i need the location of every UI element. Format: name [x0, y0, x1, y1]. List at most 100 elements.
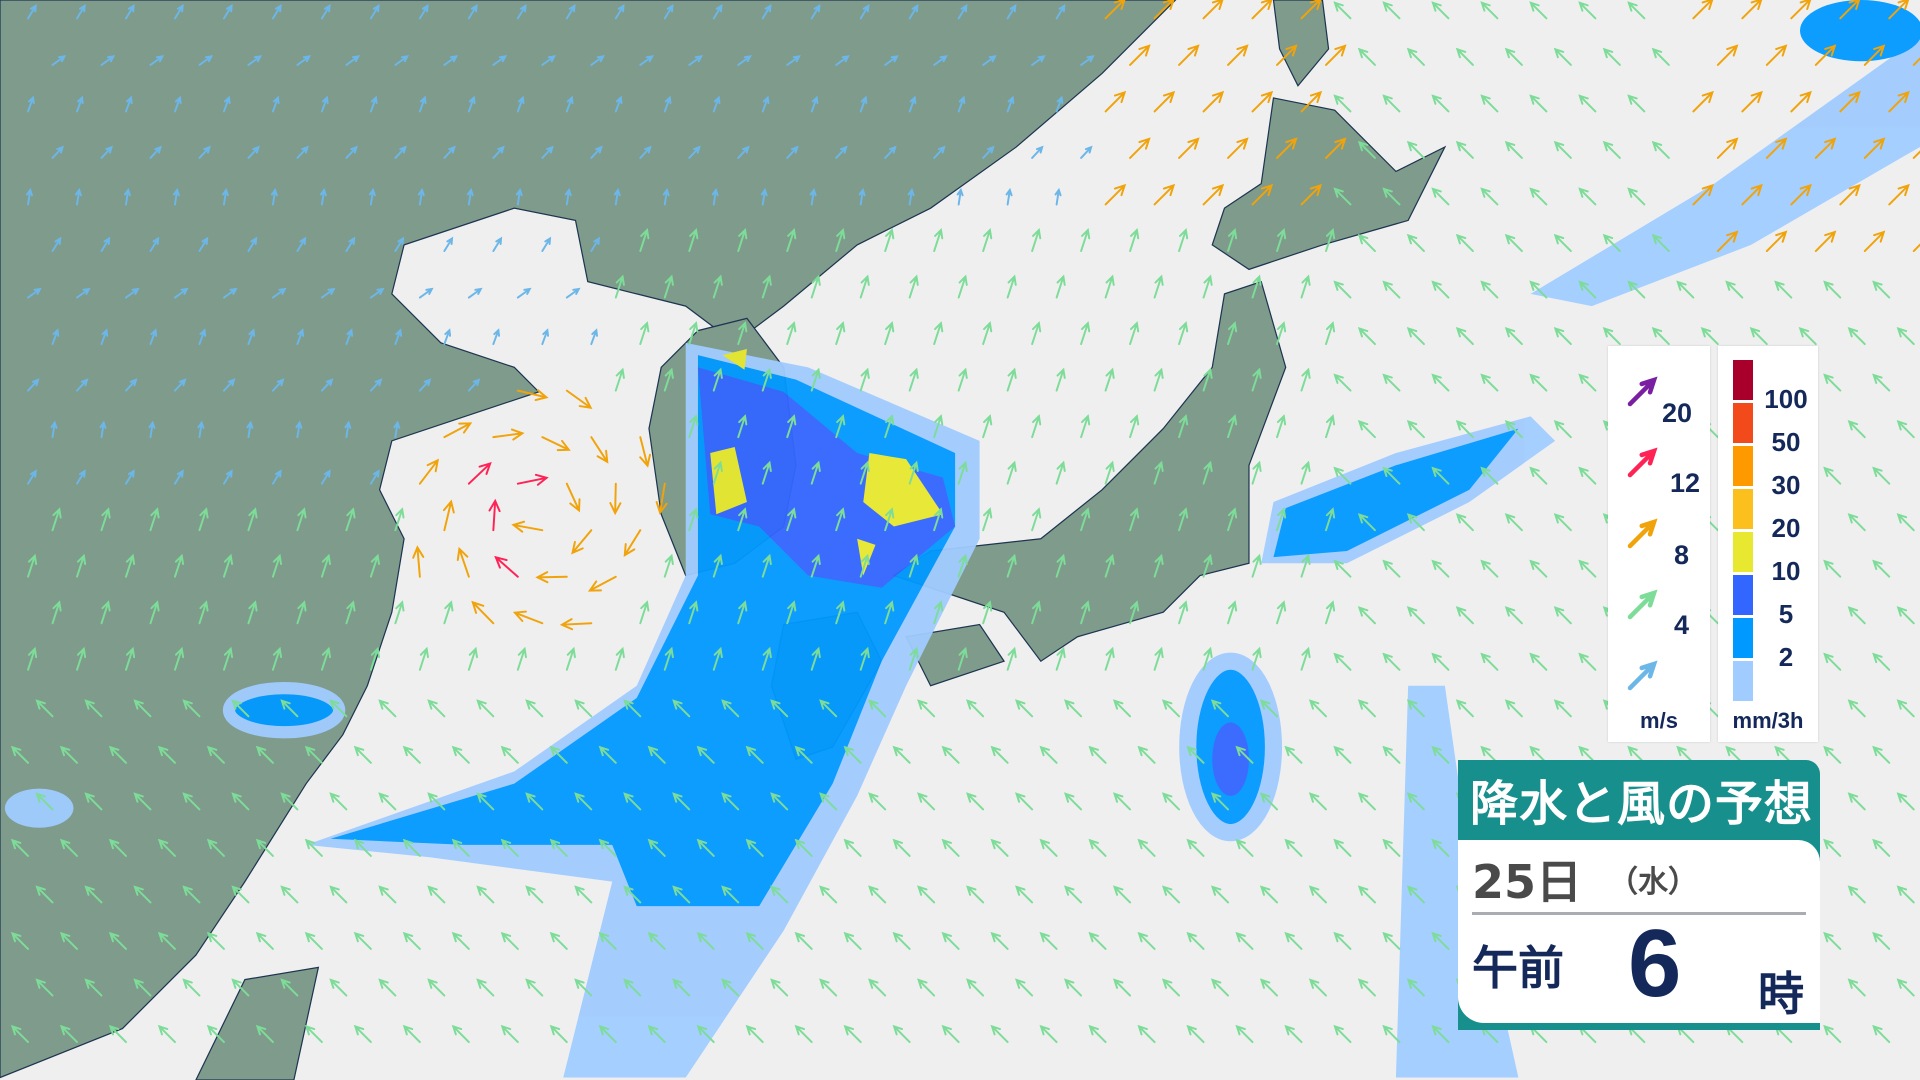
wind-arrow-icon	[1431, 94, 1450, 113]
wind-arrow-icon	[319, 187, 327, 206]
wind-arrow-icon	[206, 1024, 225, 1044]
wind-arrow-icon	[835, 321, 846, 346]
wind-arrow-icon	[1480, 280, 1499, 299]
wind-arrow-icon	[100, 236, 111, 252]
wind-arrow-icon	[1006, 95, 1015, 113]
wind-arrow-icon	[1455, 513, 1474, 532]
wind-legend-label-4: 4	[1674, 610, 1690, 640]
wind-arrow-icon	[933, 600, 944, 625]
wind-arrow-icon	[1741, 183, 1763, 206]
wind-arrow-icon	[516, 95, 525, 113]
wind-arrow-icon	[933, 55, 948, 66]
wind-arrow-icon	[1765, 230, 1788, 252]
wind-arrow-icon	[549, 745, 568, 764]
wind-arrow-icon	[688, 145, 701, 159]
wind-arrow-icon	[1276, 321, 1287, 346]
wind-arrow-icon	[1553, 606, 1572, 625]
wind-arrow-icon	[770, 978, 789, 997]
wind-arrow-icon	[1741, 0, 1763, 20]
wind-arrow-icon	[933, 228, 944, 252]
wind-arrow-icon	[255, 745, 274, 764]
wind-arrow-icon	[1031, 507, 1042, 532]
wind-arrow-icon	[1823, 931, 1842, 950]
wind-arrow-icon	[1333, 838, 1352, 857]
wind-arrow-icon	[1406, 885, 1425, 904]
wind-arrow-icon	[623, 885, 642, 904]
wind-arrow-icon	[1431, 838, 1450, 857]
wind-arrow-icon	[1357, 47, 1376, 66]
wind-arrow-icon	[1300, 183, 1323, 206]
wind-arrow-icon	[810, 646, 821, 671]
wind-arrow-icon	[1104, 367, 1115, 392]
wind-arrow-icon	[1455, 233, 1474, 252]
wind-arrow-icon	[173, 469, 184, 485]
wind-arrow-icon	[1863, 137, 1886, 159]
wind-arrow-icon	[329, 792, 348, 811]
wind-arrow-icon	[1578, 187, 1597, 206]
wind-arrow-icon	[1847, 885, 1866, 904]
wind-arrow-icon	[1382, 559, 1401, 578]
wind-arrow-icon	[1055, 4, 1066, 20]
wind-arrow-icon	[908, 95, 917, 113]
wind-arrow-icon	[696, 931, 715, 950]
wind-arrow-icon	[810, 553, 821, 578]
wind-arrow-icon	[27, 469, 37, 485]
wind-arrow-icon	[1406, 699, 1425, 718]
precip-swatch	[1733, 532, 1753, 572]
precip-legend-label: 50	[1771, 427, 1801, 457]
wind-arrow-icon	[173, 646, 185, 671]
wind-arrow-icon	[418, 378, 432, 392]
wind-arrow-icon	[76, 378, 89, 392]
forecast-hour: 6	[1628, 910, 1682, 1017]
wind-arrow-icon	[786, 414, 797, 439]
wind-arrow-icon	[1896, 420, 1915, 439]
wind-unit: m/s	[1640, 708, 1678, 733]
wind-arrow-icon	[280, 885, 299, 904]
wind-arrow-icon	[329, 978, 348, 997]
wind-arrow-icon	[835, 507, 846, 532]
wind-arrow-icon	[639, 55, 654, 66]
wind-arrow-icon	[1847, 792, 1866, 811]
wind-arrow-icon	[1129, 228, 1140, 252]
wind-arrow-icon	[982, 228, 993, 252]
wind-arrow-icon	[647, 745, 666, 764]
wind-arrow-icon	[1006, 553, 1017, 578]
wind-arrow-icon	[1798, 326, 1817, 346]
wind-arrow-icon	[1080, 145, 1093, 159]
wind-arrow-icon	[222, 469, 233, 485]
wind-arrow-icon	[1054, 187, 1062, 206]
wind-arrow-icon	[1553, 513, 1572, 532]
wind-arrow-icon	[1178, 507, 1189, 532]
wind-arrow-icon	[1308, 792, 1327, 811]
wind-arrow-icon	[1504, 140, 1523, 159]
wind-arrow-icon	[1153, 646, 1164, 671]
wind-arrow-icon	[99, 420, 107, 439]
wind-legend-arrow-icon	[1627, 518, 1658, 549]
wind-legend-arrow-icon	[1627, 447, 1658, 478]
wind-arrow-icon	[990, 745, 1009, 764]
wind-arrow-icon	[884, 228, 895, 252]
wind-arrow-icon	[466, 187, 474, 206]
wind-arrow-icon	[1333, 1024, 1352, 1044]
wind-arrow-icon	[271, 95, 280, 113]
wind-arrow-icon	[884, 414, 895, 439]
wind-arrow-icon	[613, 187, 621, 206]
wind-arrow-icon	[672, 978, 691, 997]
wind-arrow-icon	[810, 4, 821, 20]
wind-arrow-icon	[884, 321, 895, 346]
wind-arrow-icon	[1790, 0, 1812, 20]
wind-arrow-icon	[451, 931, 470, 950]
wind-arrow-icon	[1382, 187, 1401, 206]
wind-legend-arrow-icon	[1627, 660, 1658, 691]
wind-arrow-icon	[427, 699, 446, 718]
wind-arrow-icon	[1382, 373, 1401, 392]
wind-arrow-icon	[443, 236, 454, 252]
wind-arrow-icon	[369, 287, 385, 299]
wind-arrow-icon	[1300, 90, 1323, 113]
wind-arrow-icon	[1251, 90, 1274, 113]
wind-arrow-icon	[1080, 55, 1095, 66]
wind-arrow-icon	[451, 745, 470, 764]
wind-arrow-icon	[394, 507, 405, 532]
wind-arrow-icon	[1333, 559, 1352, 578]
wind-arrow-icon	[1227, 321, 1238, 346]
